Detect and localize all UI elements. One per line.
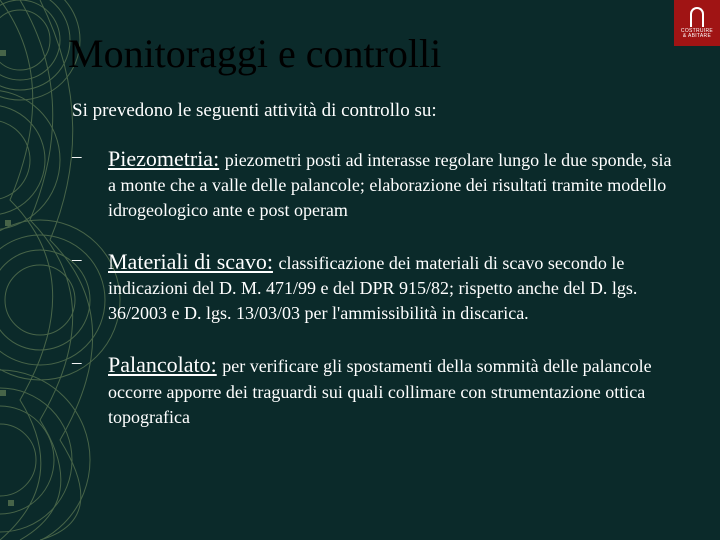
bullet-dash: – [72,350,108,429]
item-body: Palancolato: per verificare gli spostame… [108,350,672,429]
slide-content: Monitoraggi e controlli Si prevedono le … [0,0,720,474]
item-body: Piezometria: piezometri posti ad interas… [108,144,672,223]
list-item: – Palancolato: per verificare gli sposta… [68,350,672,429]
list-item: – Materiali di scavo: classificazione de… [68,247,672,326]
bullet-dash: – [72,247,108,326]
bullet-dash: – [72,144,108,223]
item-heading: Materiali di scavo: [108,249,273,274]
slide-title: Monitoraggi e controlli [68,32,672,76]
intro-text: Si prevedono le seguenti attività di con… [68,100,672,122]
list-item: – Piezometria: piezometri posti ad inter… [68,144,672,223]
item-body: Materiali di scavo: classificazione dei … [108,247,672,326]
item-heading: Piezometria: [108,146,219,171]
item-heading: Palancolato: [108,352,217,377]
